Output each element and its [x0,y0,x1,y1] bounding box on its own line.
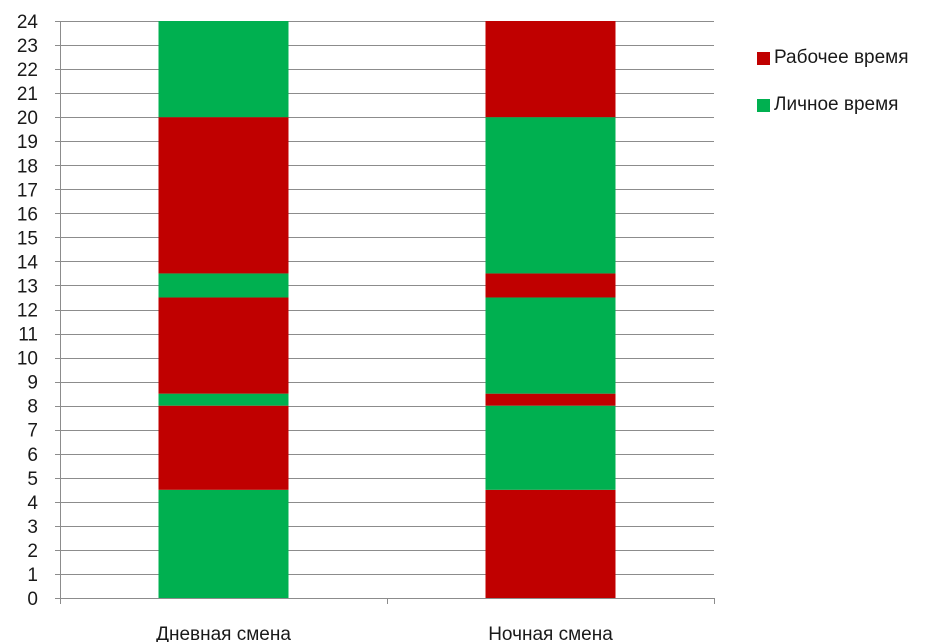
bar-segment [158,297,289,394]
bar-segment [158,21,289,118]
y-tick-label: 24 [17,12,39,33]
legend-item-personal: Личное время [757,94,909,115]
legend-swatch-work [757,51,770,65]
bar-segment [485,21,616,118]
y-tick-label: 2 [27,541,38,562]
y-tick-label: 12 [17,301,38,322]
bar-segment [485,273,616,298]
y-tick-label: 17 [17,180,38,201]
legend: Рабочее время Личное время [757,47,909,142]
legend-label-work: Рабочее время [774,47,909,68]
bar-segment [485,489,616,598]
y-tick-label: 5 [27,469,38,490]
y-tick-label: 3 [27,517,38,538]
y-tick-label: 10 [17,349,38,370]
legend-label-personal: Личное время [774,94,899,115]
legend-item-work: Рабочее время [757,47,909,68]
bar-segment [158,393,289,406]
y-tick-label: 20 [17,108,38,129]
y-tick-label: 23 [17,36,38,57]
bar-segment [485,117,616,274]
y-tick-label: 1 [27,565,38,586]
bar-segment [158,273,289,298]
bar-segment [485,297,616,394]
y-tick-label: 9 [27,373,38,394]
y-tick-label: 8 [27,397,38,418]
y-tick-label: 0 [27,589,38,610]
x-category-label: Ночная смена [488,624,613,642]
y-tick-label: 15 [17,228,38,249]
x-category-label: Дневная смена [156,624,291,642]
bar-segment [158,489,289,598]
y-tick-label: 16 [17,204,38,225]
y-tick-label: 21 [17,84,38,105]
bar-segment [158,117,289,274]
y-tick-label: 4 [27,493,38,514]
y-tick-label: 11 [18,325,38,346]
y-tick-label: 19 [17,132,38,153]
y-tick-label: 7 [27,421,38,442]
y-tick-label: 22 [17,60,38,81]
y-tick-label: 14 [17,252,39,273]
y-tick-label: 18 [17,156,38,177]
y-tick-label: 6 [27,445,38,466]
bar-segment [485,393,616,406]
y-tick-label: 13 [17,276,38,297]
bar-segment [485,405,616,490]
bar-segment [158,405,289,490]
legend-swatch-personal [757,98,770,112]
